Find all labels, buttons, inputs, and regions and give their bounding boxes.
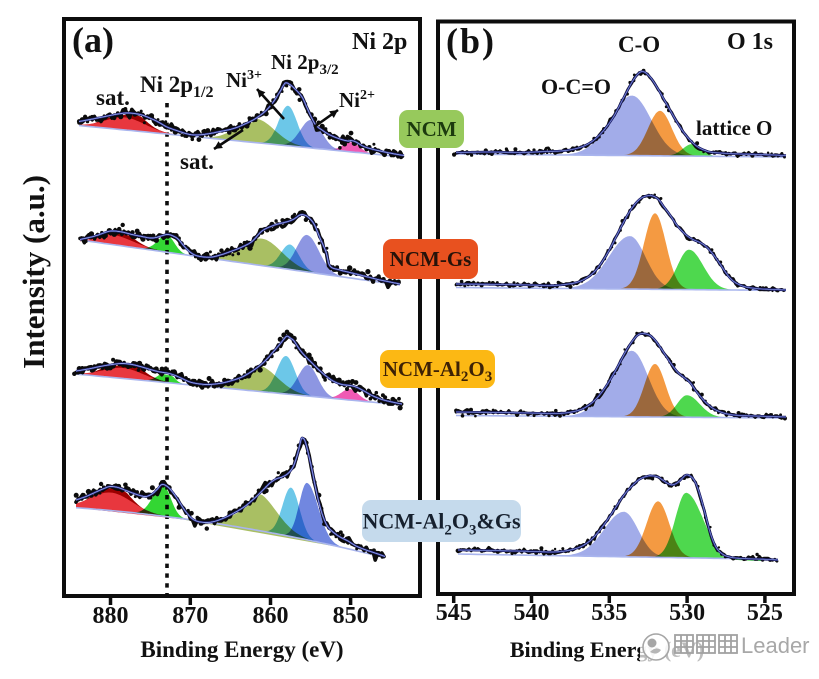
svg-text:525: 525 bbox=[747, 600, 783, 626]
svg-text:860: 860 bbox=[253, 603, 289, 629]
svg-text:530: 530 bbox=[669, 600, 705, 626]
svg-text:(a): (a) bbox=[72, 20, 114, 60]
svg-text:lattice O: lattice O bbox=[696, 116, 772, 140]
svg-text:Intensity (a.u.): Intensity (a.u.) bbox=[16, 175, 51, 369]
svg-text:C-O: C-O bbox=[618, 32, 660, 57]
svg-text:NCM-Al2O3: NCM-Al2O3 bbox=[383, 357, 493, 385]
svg-text:sat.: sat. bbox=[96, 85, 130, 110]
svg-text:O-C=O: O-C=O bbox=[541, 74, 611, 99]
svg-text:sat.: sat. bbox=[180, 149, 214, 174]
svg-text:880: 880 bbox=[93, 603, 129, 629]
svg-text:O 1s: O 1s bbox=[727, 29, 773, 55]
svg-text:NCM-Gs: NCM-Gs bbox=[390, 247, 472, 271]
svg-text:540: 540 bbox=[514, 600, 550, 626]
svg-text:870: 870 bbox=[172, 603, 208, 629]
svg-text:Ni 2p: Ni 2p bbox=[352, 29, 407, 55]
svg-text:Binding Energy (eV): Binding Energy (eV) bbox=[140, 637, 343, 662]
svg-text:NCM-Al2O3&Gs: NCM-Al2O3&Gs bbox=[363, 508, 521, 538]
svg-text:545: 545 bbox=[436, 600, 472, 626]
svg-text:(b): (b) bbox=[446, 21, 496, 61]
svg-text:535: 535 bbox=[591, 600, 627, 626]
svg-text:NCM: NCM bbox=[406, 117, 456, 141]
svg-text:Leader: Leader bbox=[741, 633, 810, 658]
svg-text:850: 850 bbox=[333, 603, 369, 629]
svg-text:Ni3+: Ni3+ bbox=[226, 68, 262, 92]
